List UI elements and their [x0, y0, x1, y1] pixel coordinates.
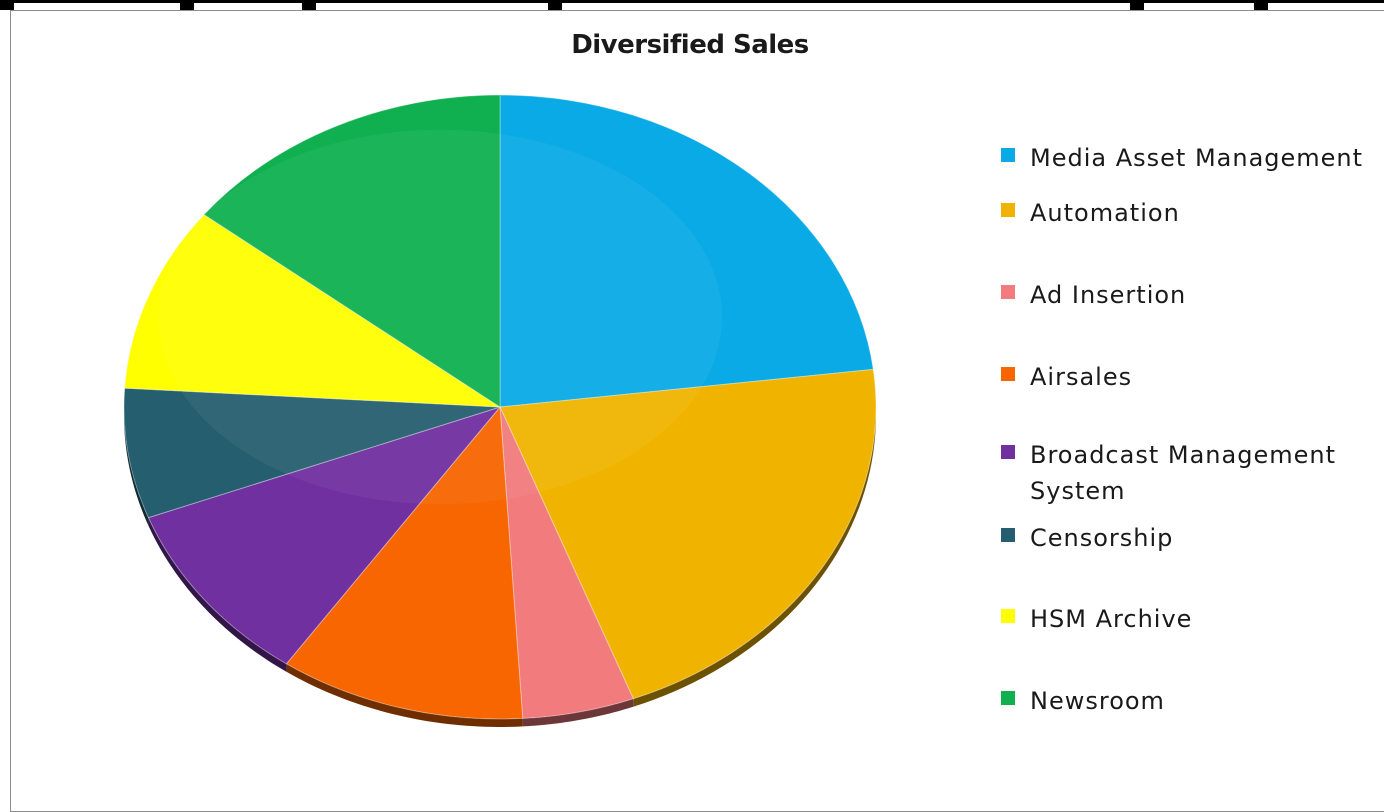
chart-title-wrap: Diversified Sales: [490, 30, 890, 60]
legend-item: HSM Archive: [1001, 601, 1370, 637]
pie-slice-ad-insertion: [499, 406, 635, 719]
pie-slice-edge-4: [148, 517, 287, 672]
pie-chart: [123, 94, 877, 727]
legend-label: HSM Archive: [1030, 605, 1193, 633]
pie-slice-edge-2: [522, 698, 634, 727]
pie-slice-automation: [499, 368, 877, 700]
legend-item: Censorship: [1001, 520, 1370, 556]
legend-label: Broadcast Management System: [1030, 441, 1336, 505]
legend-swatch: [1001, 148, 1015, 162]
legend-swatch: [1001, 691, 1015, 705]
legend-swatch: [1001, 203, 1015, 217]
legend-item: Newsroom: [1001, 683, 1370, 719]
pie-slice-edge-3: [286, 663, 523, 727]
legend-item: Ad Insertion: [1001, 277, 1370, 313]
legend-label: Newsroom: [1030, 687, 1165, 715]
pie-highlight: [158, 129, 722, 505]
pie-slice-newsroom: [203, 94, 501, 408]
legend-label: Ad Insertion: [1030, 281, 1187, 309]
pie-slice-censorship: [123, 387, 501, 519]
top-border-strokes: [0, 0, 1384, 10]
legend-swatch: [1001, 367, 1015, 381]
chart-title: Diversified Sales: [571, 30, 809, 60]
legend-swatch: [1001, 285, 1015, 299]
legend-swatch: [1001, 609, 1015, 623]
legend-item: Media Asset Management: [1001, 140, 1370, 176]
pie-slice-edge-5: [124, 407, 149, 526]
legend-label: Airsales: [1030, 363, 1133, 391]
legend-item: Airsales: [1001, 359, 1370, 395]
pie-slice-media-asset-management: [499, 94, 874, 408]
legend-swatch: [1001, 528, 1015, 542]
legend-label: Automation: [1030, 199, 1180, 227]
pie-slice-broadcast-management-system: [147, 406, 502, 665]
legend-swatch: [1001, 445, 1015, 459]
legend-label: Media Asset Management: [1030, 144, 1364, 172]
pie-slice-hsm-archive: [124, 213, 502, 408]
pie-slice-airsales: [285, 405, 524, 720]
legend-item: Broadcast Management System: [1001, 437, 1360, 509]
legend-item: Automation: [1001, 195, 1370, 231]
legend-label: Censorship: [1030, 524, 1174, 552]
